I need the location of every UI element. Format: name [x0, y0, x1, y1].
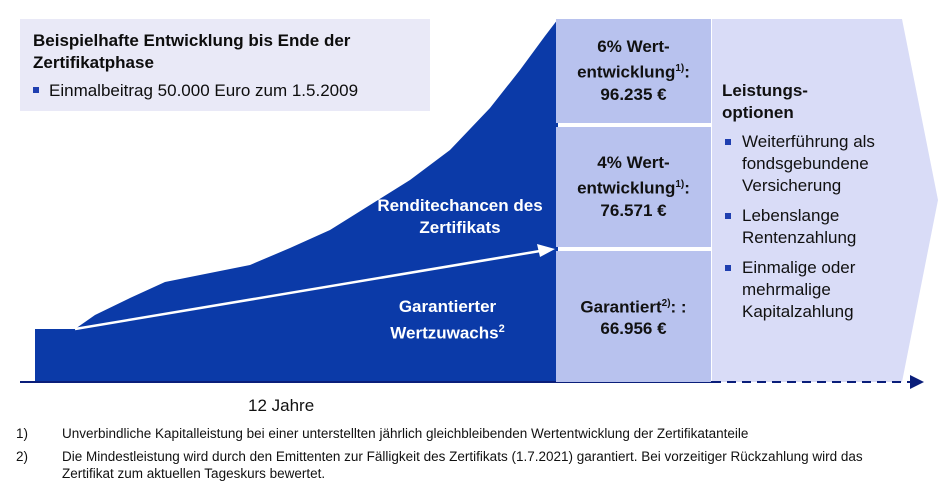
garantiert-suffix: : : [670, 297, 687, 317]
six-suffix: : [684, 62, 690, 82]
duration-label: 12 Jahre [248, 396, 315, 415]
footnote-2-number: 2) [16, 449, 29, 464]
value-box-6-percent: 6% Wert- entwicklung1): 96.235 € [556, 19, 711, 123]
garantierter-wertzuwachs-label: Garantierter Wertzuwachs2 [360, 296, 535, 345]
six-amount: 96.235 € [600, 84, 667, 104]
four-line2: entwicklung [577, 178, 676, 198]
garantierter-line2: Wertzuwachs [390, 323, 499, 343]
time-axis-arrowhead [910, 375, 924, 389]
four-line1: 4% Wert- [597, 153, 670, 173]
title-bullet: Einmalbeitrag 50.000 Euro zum 1.5.2009 [33, 81, 358, 101]
garantiert-amount: 66.956 € [600, 319, 667, 339]
option-text: Einmalige oder mehrmalige Kapitalzahlung [742, 258, 856, 321]
title-box [20, 19, 430, 111]
leistungsoptionen-title: Leistungs- optionen [722, 80, 808, 124]
six-line2: entwicklung [577, 62, 676, 82]
bullet-square-icon [725, 265, 731, 271]
six-line1: 6% Wert- [597, 37, 670, 57]
option-item: Weiterführung als fondsgebundene Versich… [722, 131, 902, 197]
garantierter-line1: Garantierter [398, 297, 497, 316]
lopt-title-line2: optionen [722, 103, 794, 122]
value-box-4-percent: 4% Wert- entwicklung1): 76.571 € [556, 127, 711, 247]
footnote-1-number: 1) [16, 426, 29, 441]
lopt-title-line1: Leistungs- [722, 81, 808, 100]
four-footnote-ref: 1) [675, 179, 685, 191]
chart-title: Beispielhafte Entwicklung bis Ende der Z… [33, 31, 351, 72]
four-amount: 76.571 € [600, 200, 667, 220]
value-box-garantiert: Garantiert2): : 66.956 € [556, 251, 711, 382]
option-item: Lebenslange Rentenzahlung [722, 205, 902, 249]
value-column: 6% Wert- entwicklung1): 96.235 € 4% Wert… [556, 19, 711, 382]
bullet-square-icon [725, 139, 731, 145]
garantiert-footnote-ref: 2) [661, 297, 671, 309]
options-arrow [712, 19, 938, 382]
title-bullet-text: Einmalbeitrag 50.000 Euro zum 1.5.2009 [49, 81, 359, 100]
guarantee-arrow-head [537, 244, 555, 257]
four-suffix: : [684, 178, 690, 198]
leistungsoptionen-list: Weiterführung als fondsgebundene Versich… [722, 131, 902, 331]
footnote-1-text: Unverbindliche Kapitalleistung bei einer… [62, 426, 749, 441]
growth-area [35, 19, 558, 382]
renditechancen-label: Renditechancen des Zertifikats [377, 196, 543, 237]
bullet-square-icon [33, 86, 39, 93]
option-text: Lebenslange Rentenzahlung [742, 206, 857, 247]
option-item: Einmalige oder mehrmalige Kapitalzahlung [722, 257, 902, 323]
six-footnote-ref: 1) [675, 63, 685, 75]
guarantee-arrow-line [74, 249, 541, 331]
garantiert-line1: Garantiert [580, 297, 662, 317]
garantierter-footnote-ref: 2 [498, 323, 505, 335]
bullet-square-icon [725, 213, 731, 219]
footnote-2-text: Die Mindestleistung wird durch den Emitt… [62, 449, 863, 481]
option-text: Weiterführung als fondsgebundene Versich… [742, 132, 875, 195]
